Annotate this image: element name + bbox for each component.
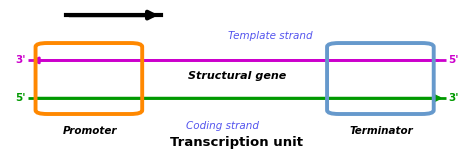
- Text: Template strand: Template strand: [228, 31, 312, 41]
- Text: Terminator: Terminator: [350, 126, 413, 136]
- Text: Coding strand: Coding strand: [186, 121, 259, 131]
- Text: Structural gene: Structural gene: [188, 71, 286, 81]
- Text: 5': 5': [16, 93, 26, 103]
- Text: Promoter: Promoter: [63, 126, 117, 136]
- Text: 5': 5': [448, 55, 458, 65]
- Text: 3': 3': [16, 55, 26, 65]
- Text: 3': 3': [448, 93, 458, 103]
- Text: Transcription unit: Transcription unit: [171, 137, 303, 149]
